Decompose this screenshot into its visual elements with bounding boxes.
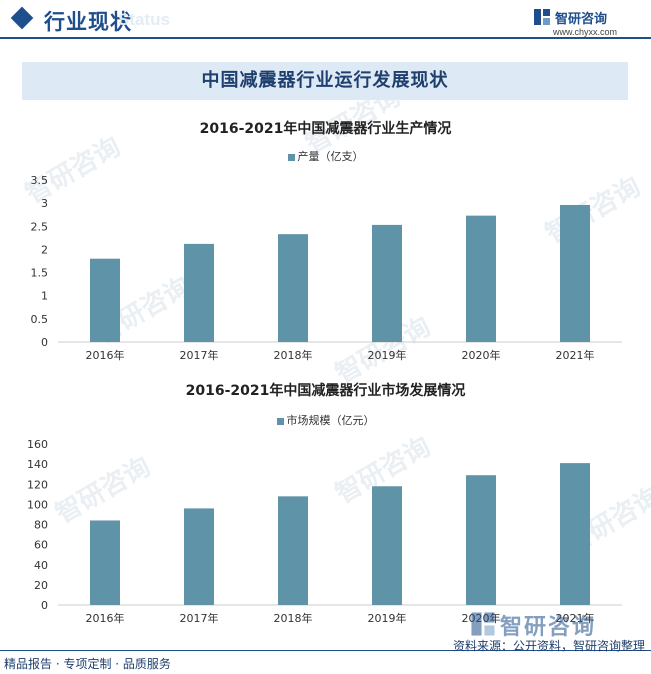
chart-legend: 市场规模（亿元） [0,412,651,428]
bar [90,520,120,605]
chart-title: 2016-2021年中国减震器行业市场发展情况 [185,383,466,399]
source-logo-icon [471,612,495,636]
bar [278,234,308,342]
y-tick-label: 120 [27,478,48,491]
y-tick-label: 3 [41,197,48,210]
chart-title: 2016-2021年中国减震器行业生产情况 [199,121,452,137]
bar [560,204,590,342]
page-header: 行业现状 Status 智研咨询 www.chyxx.com [0,0,651,40]
banner: 中国减震器行业运行发展现状 [22,62,628,100]
brand-logo-icon [534,9,550,25]
y-tick-label: 1 [41,290,48,303]
x-tick-label: 2017年 [180,348,219,362]
y-tick-label: 20 [34,579,48,592]
legend-swatch [276,417,284,425]
legend-swatch [287,153,295,161]
x-tick-label: 2019年 [368,611,407,625]
section-title: 行业现状 [44,10,132,34]
y-tick-label: 60 [34,539,48,552]
footer-tagline: 精品报告 · 专项定制 · 品质服务 [4,657,171,671]
chart-legend: 产量（亿支） [0,148,651,164]
x-tick-label: 2020年 [462,348,501,362]
x-tick-label: 2017年 [180,611,219,625]
section-ghost-text: Status [118,10,170,29]
x-tick-label: 2021年 [556,611,595,625]
diamond-icon [10,6,34,30]
x-tick-label: 2021年 [556,348,595,362]
y-tick-label: 3.5 [31,174,49,187]
x-tick-label: 2018年 [274,348,313,362]
y-tick-label: 40 [34,559,48,572]
y-tick-label: 2.5 [31,220,49,233]
y-tick-label: 2 [41,243,48,256]
market-chart: 2016-2021年中国减震器行业市场发展情况 市场规模（亿元） 0 20 40 60… [0,374,651,636]
source-logo: 智研咨询 [470,609,640,640]
bar [278,496,308,605]
source-logo-name: 智研咨询 [500,615,597,640]
brand-block: 智研咨询 www.chyxx.com [533,6,643,40]
footer-source: 资料来源：公开资料，智研咨询整理 [452,639,645,653]
production-chart: 2016-2021年中国减震器行业生产情况 产量（亿支） 0 0.5 1 1.5 2 2.… [0,112,651,370]
brand-url: www.chyxx.com [553,27,618,37]
y-tick-label: 100 [27,498,48,511]
bar [560,463,590,605]
x-tick-label: 2019年 [368,348,407,362]
y-tick-label: 0 [41,336,48,349]
bar [466,215,496,342]
y-tick-label: 140 [27,458,48,471]
y-tick-label: 80 [34,519,48,532]
x-tick-label: 2018年 [274,611,313,625]
bar [372,486,402,605]
x-tick-label: 2016年 [86,611,125,625]
x-tick-label: 2016年 [86,348,125,362]
legend-label: 市场规模（亿元） [286,414,375,427]
y-tick-label: 1.5 [31,267,49,280]
chart-plot: 0 20 40 60 80 100 120 140 160 2016年 2017年 2018年 2019… [27,438,622,625]
header-divider [0,37,651,39]
banner-title: 中国减震器行业运行发展现状 [201,70,449,91]
brand-name: 智研咨询 [555,12,608,27]
legend-label: 产量（亿支） [297,150,364,163]
chart-plot: 0 0.5 1 1.5 2 2.5 3 3.5 2016年 2017年 2018年 2019年 2020… [31,174,622,362]
y-tick-label: 160 [27,438,48,451]
bar [184,508,214,605]
bar [184,243,214,342]
y-tick-label: 0.5 [31,313,49,326]
bar [372,224,402,342]
bar [466,475,496,605]
page-footer: 精品报告 · 专项定制 · 品质服务 资料来源：公开资料，智研咨询整理 [0,639,651,674]
y-tick-label: 0 [41,599,48,612]
bar [90,258,120,342]
